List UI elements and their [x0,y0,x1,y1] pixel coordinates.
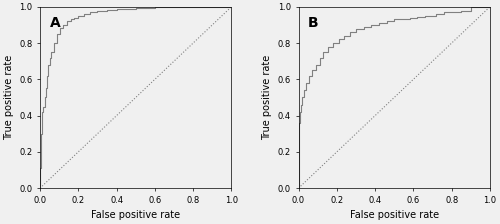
X-axis label: False positive rate: False positive rate [350,210,439,220]
Text: A: A [50,16,60,30]
Y-axis label: True positive rate: True positive rate [262,55,272,140]
Y-axis label: True positive rate: True positive rate [4,55,14,140]
X-axis label: False positive rate: False positive rate [91,210,180,220]
Text: B: B [308,16,318,30]
